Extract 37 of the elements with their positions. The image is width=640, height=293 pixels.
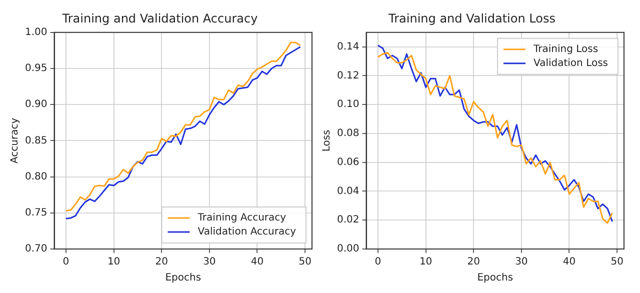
x-tick-label: 20	[155, 256, 168, 268]
y-axis-title: Loss	[322, 130, 333, 152]
chart-title: Training and Validation Accuracy	[61, 11, 258, 26]
x-tick-label: 50	[610, 256, 624, 268]
y-tick-label: 0.04	[337, 186, 360, 197]
x-tick-label: 0	[62, 256, 70, 268]
y-tick-label: 0.08	[337, 128, 360, 140]
legend-label: Validation Loss	[534, 58, 608, 69]
x-tick-label: 30	[203, 256, 216, 268]
y-tick-label: 0.00	[337, 244, 360, 255]
x-tick-label: 20	[467, 256, 480, 268]
x-tick-label: 50	[298, 256, 312, 268]
y-tick-label: 0.02	[337, 214, 360, 226]
y-tick-label: 0.06	[337, 156, 360, 168]
y-tick-label: 0.75	[25, 207, 48, 218]
y-tick-label: 0.14	[337, 41, 360, 52]
legend-label: Validation Accuracy	[198, 226, 296, 238]
x-tick-label: 10	[107, 256, 120, 268]
x-tick-label: 40	[562, 256, 576, 268]
y-tick-label: 0.80	[25, 171, 48, 182]
x-tick-label: 30	[515, 256, 528, 268]
y-axis-title: Accuracy	[10, 118, 21, 164]
x-tick-label: 10	[419, 256, 432, 268]
x-axis-title: Epochs	[477, 272, 514, 284]
y-tick-label: 0.70	[25, 244, 48, 255]
y-tick-label: 0.95	[25, 63, 48, 74]
x-tick-label: 40	[250, 256, 264, 268]
y-tick-label: 0.10	[337, 99, 360, 110]
chart-title: Training and Validation Loss	[388, 11, 556, 26]
y-tick-label: 0.12	[337, 70, 360, 82]
y-tick-label: 1.00	[25, 26, 48, 38]
legend-label: Training Accuracy	[196, 212, 286, 224]
x-axis-title: Epochs	[165, 272, 202, 284]
x-tick-label: 0	[374, 256, 382, 268]
legend-label: Training Loss	[532, 44, 598, 55]
y-tick-label: 0.85	[25, 135, 48, 146]
y-tick-label: 0.90	[25, 99, 48, 110]
